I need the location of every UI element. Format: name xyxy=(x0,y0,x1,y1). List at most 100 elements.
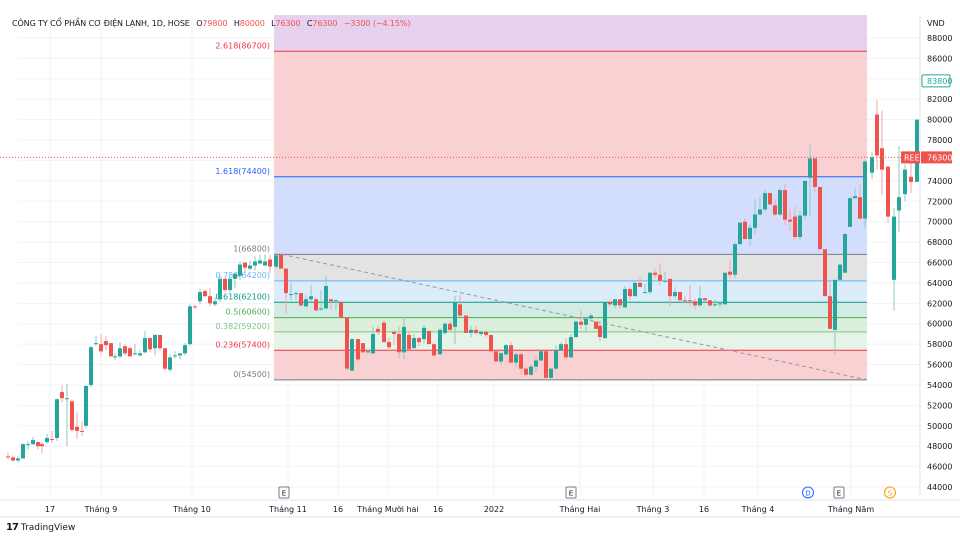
price-tick: 48000 xyxy=(927,442,952,451)
time-tick: 16 xyxy=(333,505,343,514)
candle-down xyxy=(693,301,697,306)
candle-down xyxy=(458,304,462,316)
candle-up xyxy=(733,244,737,275)
candle-down xyxy=(329,299,333,302)
candle-up xyxy=(539,351,543,361)
candle-up xyxy=(643,292,647,294)
time-tick: 16 xyxy=(433,505,443,514)
candle-down xyxy=(688,300,692,302)
candle-up xyxy=(589,315,593,319)
candle-down xyxy=(36,442,40,447)
candle-down xyxy=(703,298,707,301)
candle-down xyxy=(148,338,152,350)
time-tick: Tháng Mười hai xyxy=(356,504,418,514)
candle-up xyxy=(443,323,447,333)
fib-trend-line[interactable] xyxy=(281,253,868,381)
candle-up xyxy=(350,339,354,371)
price-tick: 88000 xyxy=(927,34,952,43)
candle-down xyxy=(60,392,64,399)
candle-up xyxy=(698,298,702,306)
candle-down xyxy=(783,190,787,220)
candle-up xyxy=(633,282,637,297)
candle-down xyxy=(653,272,657,275)
dividend-event-icon[interactable]: D xyxy=(802,486,814,499)
candle-down xyxy=(99,344,103,352)
candle-up xyxy=(603,302,607,339)
candle-down xyxy=(773,205,777,215)
candle-down xyxy=(818,186,822,250)
candle-down xyxy=(793,216,797,237)
candle-up xyxy=(753,214,757,228)
price-tick: 72000 xyxy=(927,197,952,206)
price-tick: 52000 xyxy=(927,401,952,410)
fibonacci-retracement[interactable]: 2.618(86700) 1.618(74400) 1(66800) 0.786(64… xyxy=(215,15,868,381)
candle-up xyxy=(623,289,627,308)
candle-up xyxy=(253,261,257,266)
candle-down xyxy=(11,457,15,461)
candle-down xyxy=(75,426,79,431)
price-tick: 80000 xyxy=(927,116,952,125)
fib-level-label: 0.382(59200) xyxy=(215,322,270,331)
candle-up xyxy=(422,327,426,340)
fib-zone xyxy=(274,254,867,281)
fib-zone xyxy=(274,280,867,303)
earnings-event-icon[interactable]: E xyxy=(278,486,290,499)
candle-down xyxy=(544,351,548,378)
earnings-event-icon[interactable]: E xyxy=(565,486,577,499)
low-label: L xyxy=(271,19,276,28)
candle-up xyxy=(833,279,837,330)
split-event-icon[interactable]: S xyxy=(884,486,896,499)
candle-up xyxy=(723,272,727,305)
candle-down xyxy=(594,321,598,329)
currency-label: VND xyxy=(927,19,945,28)
candle-up xyxy=(198,292,202,302)
last-price-value: 76300 xyxy=(927,153,952,162)
candle-down xyxy=(813,158,817,187)
candle-up xyxy=(153,334,157,349)
candle-up xyxy=(304,299,308,307)
price-axis[interactable]: VND 88000 86000 82000 80000 78000 74000 72000 70… xyxy=(901,15,960,495)
fib-zone xyxy=(274,302,867,318)
earnings-event-icon[interactable]: E xyxy=(833,486,845,499)
time-tick: Tháng 4 xyxy=(741,505,775,514)
time-tick: Tháng Năm xyxy=(827,505,874,514)
candle-down xyxy=(788,219,792,222)
candle-up xyxy=(663,280,667,282)
candle-down xyxy=(598,325,602,338)
candle-up xyxy=(138,353,142,356)
time-axis[interactable]: 17 Tháng 9 Tháng 10 Tháng 11 16 Tháng Mười ha… xyxy=(0,486,960,518)
last-price-marker[interactable] xyxy=(921,151,952,164)
candle-up xyxy=(915,119,919,182)
candle-down xyxy=(823,249,827,297)
candle-down xyxy=(339,302,343,318)
candle-up xyxy=(218,278,222,300)
candle-up xyxy=(402,326,406,353)
candle-up xyxy=(89,347,93,385)
candle-down xyxy=(80,430,84,432)
candle-down xyxy=(708,300,712,306)
candle-down xyxy=(427,330,431,345)
candle-up xyxy=(870,157,874,173)
tradingview-logo-icon: 17 xyxy=(6,522,19,533)
candle-up xyxy=(334,300,338,302)
candle-down xyxy=(50,439,54,441)
price-tick: 82000 xyxy=(927,95,952,104)
candle-down xyxy=(268,259,272,267)
candle-down xyxy=(376,328,380,332)
candle-up xyxy=(324,285,328,309)
candle-down xyxy=(208,296,212,304)
close-value: 76300 xyxy=(312,19,338,28)
candle-down xyxy=(417,338,421,343)
candle-down xyxy=(314,299,318,311)
candle-up xyxy=(183,345,187,354)
high-price-marker[interactable] xyxy=(921,74,951,88)
candle-down xyxy=(858,197,862,219)
tradingview-logo[interactable]: 17 TradingView xyxy=(6,522,75,533)
fib-level-label: 0.618(62100) xyxy=(215,292,270,301)
symbol-badge[interactable] xyxy=(901,151,920,164)
candle-down xyxy=(407,334,411,350)
candle-down xyxy=(519,354,523,369)
candle-down xyxy=(382,322,386,343)
candle-down xyxy=(875,114,879,156)
